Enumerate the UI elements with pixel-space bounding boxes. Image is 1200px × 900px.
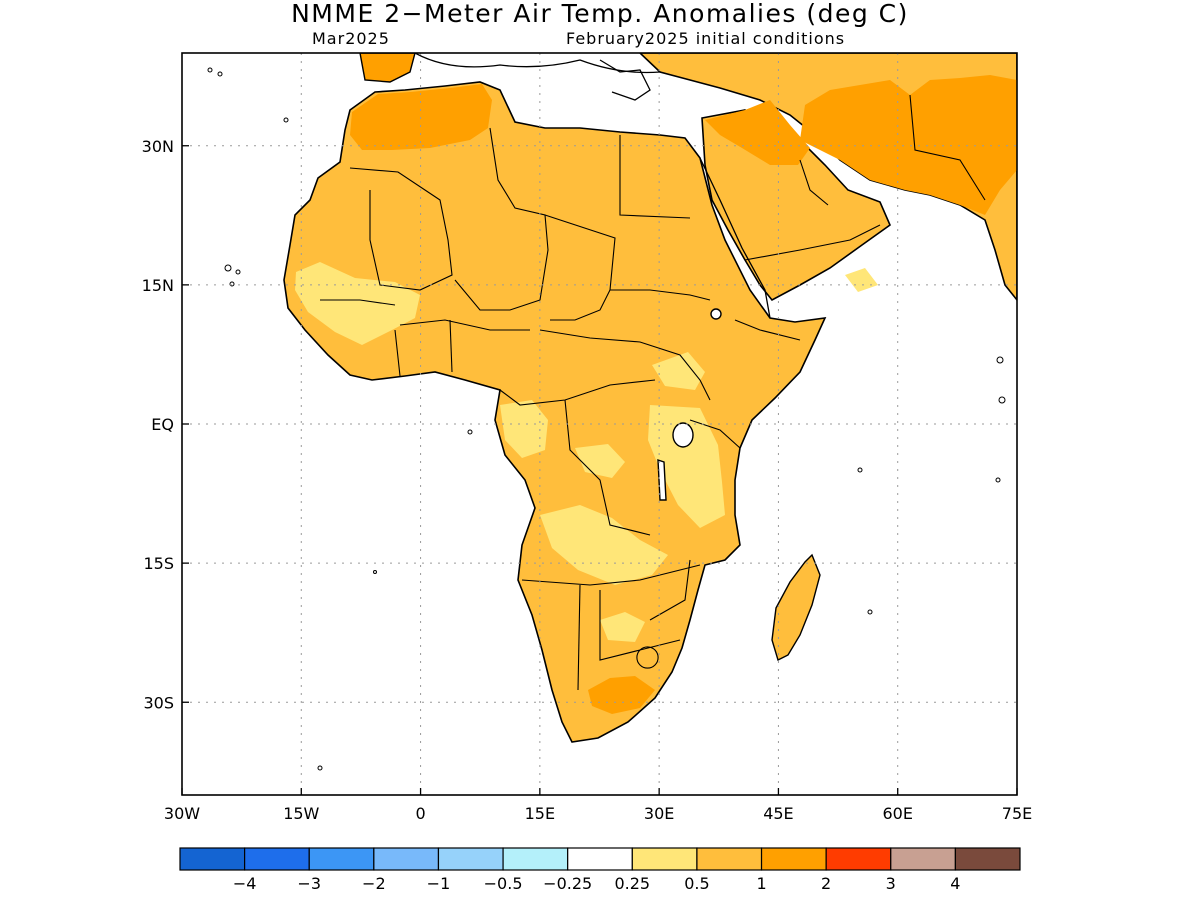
colorbar-label: 0.25 bbox=[614, 874, 650, 893]
colorbar-label: 4 bbox=[950, 874, 960, 893]
lat-tick-label: EQ bbox=[151, 415, 174, 434]
colorbar-swatch bbox=[890, 847, 956, 871]
colorbar-label: −0.5 bbox=[484, 874, 523, 893]
colorbar-label: −0.25 bbox=[543, 874, 592, 893]
lon-tick-label: 15W bbox=[283, 804, 319, 823]
colorbar-swatch bbox=[437, 847, 504, 871]
colorbar-label: 3 bbox=[886, 874, 896, 893]
colorbar-swatch bbox=[631, 847, 698, 871]
colorbar-label: 2 bbox=[821, 874, 831, 893]
madagascar-landmass bbox=[771, 553, 821, 661]
map-title: NMME 2−Meter Air Temp. Anomalies (deg C) bbox=[291, 0, 909, 28]
latitude-axis: 30N 15N EQ 15S 30S bbox=[142, 137, 189, 712]
arabia-landmass bbox=[701, 109, 891, 302]
islands bbox=[207, 67, 1006, 771]
colorbar-swatch bbox=[696, 847, 763, 871]
lon-tick-label: 0 bbox=[415, 804, 425, 823]
gridlines bbox=[182, 53, 1017, 795]
lat-tick-label: 30N bbox=[142, 137, 174, 156]
colorbar-swatch bbox=[567, 847, 633, 871]
country-borders bbox=[320, 94, 986, 691]
colorbar-swatch bbox=[502, 847, 569, 871]
colorbar: −4 −3 −2 −1 −0.5 −0.25 0.25 0.5 1 2 3 4 bbox=[179, 847, 1021, 893]
anomaly-0-25-0-5-regions bbox=[295, 262, 878, 642]
lat-tick-label: 15S bbox=[143, 554, 174, 573]
africa-landmass bbox=[283, 81, 827, 743]
initial-conditions-label: February2025 initial conditions bbox=[566, 29, 846, 48]
coastlines bbox=[414, 53, 771, 319]
lon-tick-label: 60E bbox=[882, 804, 912, 823]
colorbar-swatch bbox=[373, 847, 440, 871]
longitude-axis: 30W 15W 0 15E 30E 45E 60E 75E bbox=[164, 788, 1032, 823]
colorbar-label: 0.5 bbox=[684, 874, 709, 893]
lon-tick-label: 30E bbox=[644, 804, 674, 823]
colorbar-label: −3 bbox=[297, 874, 321, 893]
lon-tick-label: 45E bbox=[763, 804, 793, 823]
colorbar-swatch bbox=[244, 847, 310, 871]
colorbar-swatch bbox=[308, 847, 375, 871]
colorbar-label: −1 bbox=[427, 874, 451, 893]
lon-tick-label: 75E bbox=[1002, 804, 1032, 823]
map-content bbox=[207, 53, 1017, 771]
lon-tick-label: 30W bbox=[164, 804, 200, 823]
valid-month-label: Mar2025 bbox=[312, 29, 390, 48]
colorbar-swatch bbox=[954, 847, 1021, 871]
europe-landmass bbox=[359, 53, 416, 83]
lat-tick-label: 15N bbox=[142, 276, 174, 295]
lon-tick-label: 15E bbox=[525, 804, 555, 823]
colorbar-swatch bbox=[825, 847, 892, 871]
colorbar-label: −4 bbox=[233, 874, 257, 893]
colorbar-swatch bbox=[179, 847, 246, 871]
colorbar-swatch bbox=[760, 847, 827, 871]
lat-tick-label: 30S bbox=[143, 693, 174, 712]
colorbar-label: 1 bbox=[756, 874, 766, 893]
colorbar-label: −2 bbox=[362, 874, 386, 893]
